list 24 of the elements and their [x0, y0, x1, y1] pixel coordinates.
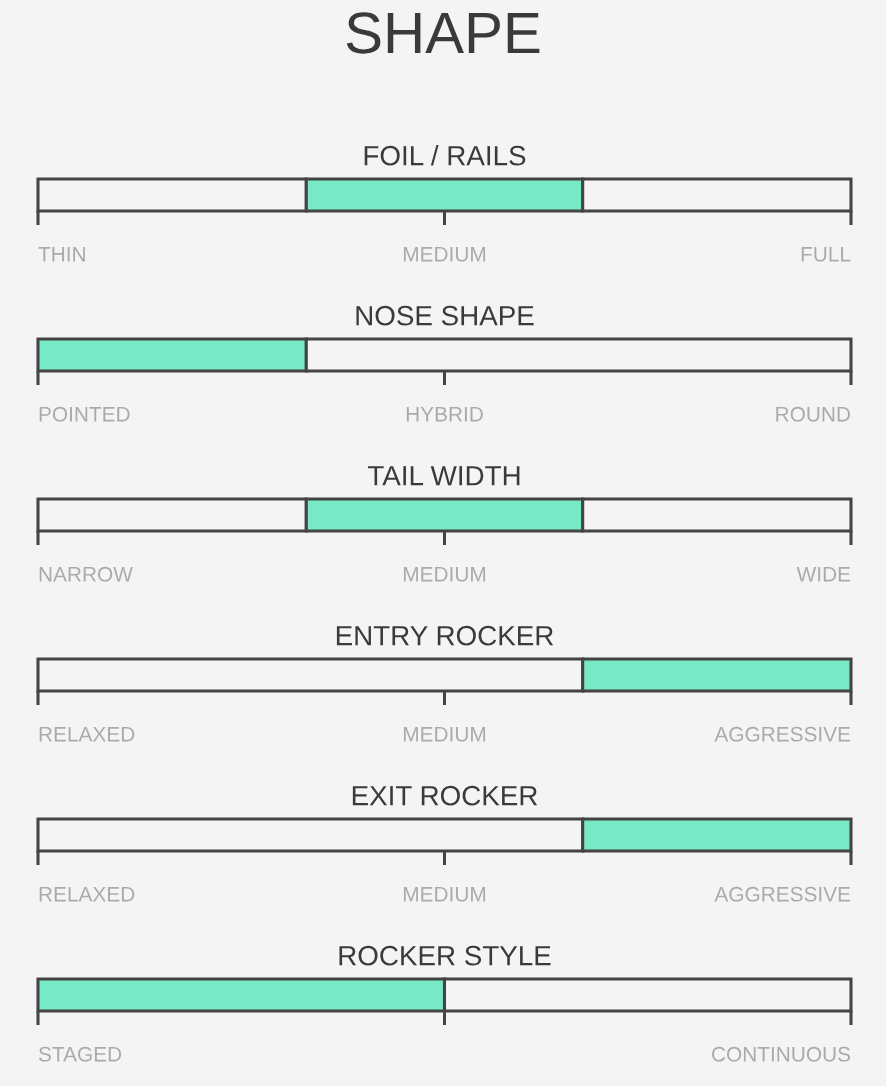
annotation: HYBRID [406, 407, 483, 422]
annotation: RELAXED [39, 727, 135, 742]
y-tick-label: ENTRY ROCKER [336, 625, 554, 646]
y-tick-label: FOIL / RAILS [364, 145, 526, 166]
text: CONTINUOUS [712, 1046, 851, 1062]
y-tick-label: NOSE SHAPE [356, 305, 534, 326]
y-tick-label: EXIT ROCKER [352, 785, 538, 806]
annotation: POINTED [39, 406, 130, 422]
y-tick-label: ROCKER STYLE [339, 945, 551, 966]
text: STAGED [38, 1046, 122, 1062]
y-tick-label: TAIL WIDTH [367, 466, 520, 486]
annotation: MEDIUM [403, 247, 486, 262]
annotation: NARROW [39, 566, 133, 582]
annotation: MEDIUM [403, 567, 486, 582]
annotation: RELAXED [39, 887, 135, 902]
annotation: AGGRESSIVE [714, 726, 851, 742]
annotation: MEDIUM [403, 887, 486, 902]
annotation: THIN [38, 247, 85, 262]
annotation: FULL [801, 247, 851, 262]
annotation: ROUND [776, 406, 850, 422]
annotation: WIDE [796, 567, 851, 582]
annotation: AGGRESSIVE [714, 886, 851, 902]
annotation: MEDIUM [403, 727, 486, 742]
chart-title: SHAPE [346, 12, 540, 54]
